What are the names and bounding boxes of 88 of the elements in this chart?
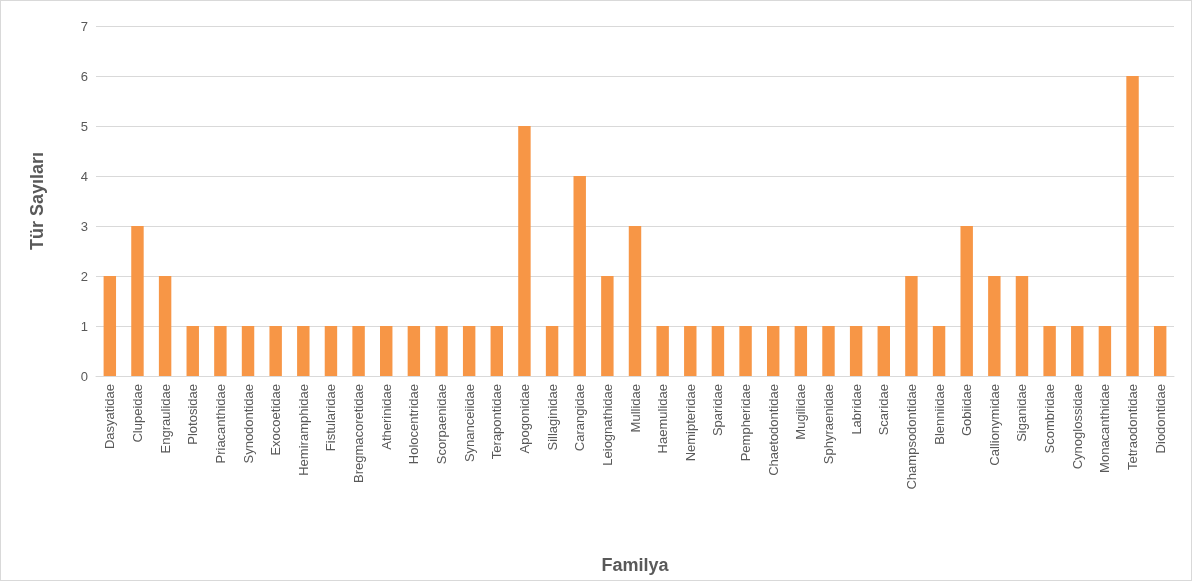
bar <box>131 226 144 376</box>
bar <box>601 276 614 376</box>
bar <box>407 326 421 376</box>
y-tick-label: 5 <box>80 118 88 134</box>
x-tick-label: Diodontidae <box>1152 384 1168 454</box>
bar <box>462 326 476 376</box>
bar <box>877 326 890 376</box>
x-tick-label: Cynoglossidae <box>1069 384 1085 470</box>
bar <box>1153 326 1167 376</box>
x-tick-label: Mullidae <box>627 384 643 433</box>
x-tick-label: Exocoetidae <box>268 384 284 456</box>
bar <box>628 226 642 376</box>
x-tick-label: Callionymidae <box>986 384 1002 466</box>
y-tick-label: 6 <box>80 68 88 84</box>
bar <box>352 326 365 376</box>
x-tick-label: Fistularidae <box>323 384 339 452</box>
x-tick-label: Gobiidae <box>959 384 975 437</box>
x-tick-label: Carangidae <box>572 384 588 452</box>
bar <box>960 226 973 376</box>
bar <box>186 326 199 376</box>
bar <box>1043 326 1056 376</box>
x-tick-label: Leiognathidae <box>599 384 615 466</box>
bar <box>766 326 780 376</box>
bar <box>518 126 531 376</box>
x-tick-label: Priacanthidae <box>212 384 228 464</box>
x-tick-label: Apogonidae <box>516 384 532 454</box>
x-tick-label: Bregmacoretidae <box>351 384 367 483</box>
x-tick-label: Mugilidae <box>793 384 809 440</box>
bar <box>573 176 586 376</box>
x-tick-label: Haemulidae <box>655 384 671 454</box>
x-axis-title: Familya <box>601 555 670 575</box>
bar <box>1098 326 1112 376</box>
x-tick-label: Plotosidae <box>185 384 201 445</box>
x-tick-label: Clupeidae <box>129 384 145 443</box>
x-tick-label: Blenniidae <box>931 384 947 445</box>
x-tick-label: Synanceiidae <box>461 384 477 463</box>
bar <box>214 326 227 376</box>
bar <box>435 326 448 376</box>
x-tick-label: Chaetodontidae <box>765 384 781 476</box>
bar <box>297 326 310 376</box>
x-tick-label: Engraulidae <box>157 384 173 454</box>
x-tick-label: Atherinidae <box>378 384 394 450</box>
bar <box>822 326 835 376</box>
bar <box>684 326 697 376</box>
bar <box>711 326 725 376</box>
bar <box>269 326 282 376</box>
y-tick-label: 3 <box>80 218 88 234</box>
bar <box>905 276 918 376</box>
x-tick-label: Sparidae <box>710 384 726 437</box>
bar <box>241 326 255 376</box>
x-tick-label: Sphyraenidae <box>820 384 836 465</box>
x-tick-label: Dasyatidae <box>102 384 118 450</box>
x-tick-label: Holocentridae <box>406 384 422 465</box>
bar <box>794 326 808 376</box>
y-axis-title: Tür Sayıları <box>27 151 47 251</box>
x-tick-label: Scombridae <box>1042 384 1058 454</box>
x-tick-label: Hemiramphidae <box>295 384 311 476</box>
y-tick-label: 7 <box>80 18 88 34</box>
bar <box>324 326 338 376</box>
bar <box>158 276 172 376</box>
x-tick-label: Scorpaenidae <box>434 384 450 465</box>
y-tick-label: 0 <box>80 368 88 384</box>
x-tick-label: Monacanthidae <box>1097 384 1113 473</box>
x-tick-label: Sillaginidae <box>544 384 560 451</box>
x-tick-label: Terapontidae <box>489 384 505 460</box>
bar <box>490 326 504 376</box>
bar <box>1071 326 1084 376</box>
y-tick-label: 1 <box>80 318 88 334</box>
y-tick-label: 4 <box>80 168 88 184</box>
x-tick-label: Synodontidae <box>240 384 256 464</box>
bar <box>1015 276 1029 376</box>
bar <box>656 326 669 376</box>
x-tick-label: Labridae <box>848 384 864 435</box>
y-tick-label: 2 <box>80 268 88 284</box>
x-tick-label: Siganidae <box>1014 384 1030 442</box>
x-tick-label: Nemipteridae <box>682 384 698 462</box>
x-tick-label: Pempheridae <box>738 384 754 462</box>
bar <box>739 326 752 376</box>
x-tick-label: Scaridae <box>876 384 892 436</box>
x-tick-label: Champsodontidae <box>903 384 919 490</box>
bar <box>545 326 559 376</box>
bar <box>932 326 946 376</box>
bar <box>1126 76 1139 376</box>
bar <box>849 326 863 376</box>
bar <box>380 326 393 376</box>
bar <box>103 276 117 376</box>
bar <box>988 276 1001 376</box>
x-tick-label: Tetraodontidae <box>1125 384 1141 471</box>
